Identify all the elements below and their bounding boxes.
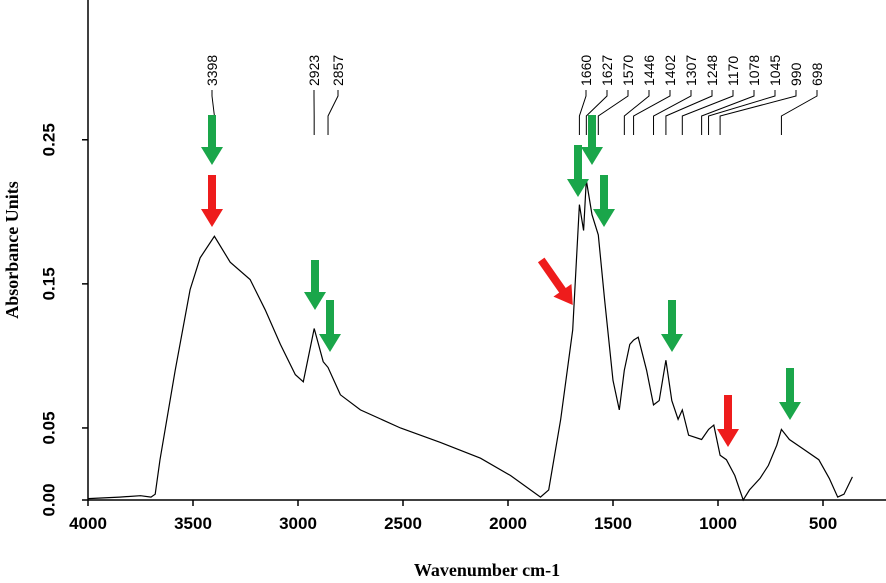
peak-label: 1570: [620, 55, 636, 86]
x-tick-label: 2500: [384, 514, 422, 533]
arrow: [593, 175, 615, 227]
x-tick-label: 3500: [174, 514, 212, 533]
x-tick-label: 4000: [69, 514, 107, 533]
peak-label: 1402: [662, 55, 678, 86]
arrow: [717, 395, 739, 447]
peak-label: 1078: [746, 55, 762, 86]
y-tick-label: 0.15: [39, 267, 58, 300]
peak-label: 3398: [204, 55, 220, 86]
arrow: [661, 300, 683, 352]
peak-leader: [578, 90, 587, 135]
peak-leader: [623, 90, 650, 135]
y-tick-label: 0.25: [39, 123, 58, 156]
peak-leader: [780, 90, 818, 135]
x-axis-label: Wavenumber cm-1: [414, 560, 560, 580]
arrow: [779, 368, 801, 420]
peak-leader: [701, 90, 755, 135]
x-tick-label: 3000: [279, 514, 317, 533]
arrow: [201, 115, 223, 165]
peak-label: 1248: [704, 55, 720, 86]
peak-label: 1307: [683, 55, 699, 86]
peak-leader: [708, 90, 776, 135]
peak-label: 990: [788, 62, 804, 86]
peak-label: 698: [809, 62, 825, 86]
peak-leader: [665, 90, 713, 135]
arrow: [319, 300, 341, 352]
arrow: [304, 260, 326, 310]
peak-label: 1446: [641, 55, 657, 86]
arrow: [537, 257, 573, 306]
x-tick-label: 1000: [699, 514, 737, 533]
y-tick-label: 0.05: [39, 411, 58, 444]
peak-label: 1045: [767, 55, 783, 86]
peak-label: 2857: [330, 55, 346, 86]
peak-leader: [585, 90, 608, 135]
peak-label: 1660: [578, 55, 594, 86]
arrow: [567, 145, 589, 197]
x-tick-label: 2000: [489, 514, 527, 533]
y-tick-label: 0.00: [39, 483, 58, 516]
peak-leader: [633, 90, 671, 135]
y-axis-label: Absorbance Units: [2, 181, 22, 319]
peak-leader: [681, 90, 734, 135]
peak-label: 2923: [306, 55, 322, 86]
spectrum-line: [87, 180, 853, 502]
arrow: [581, 115, 603, 165]
x-tick-label: 500: [809, 514, 837, 533]
peak-label: 1627: [599, 55, 615, 86]
peak-leader: [327, 90, 339, 135]
peak-leader: [719, 90, 797, 135]
peak-leader: [597, 90, 629, 135]
x-tick-label: 1500: [594, 514, 632, 533]
arrow: [201, 175, 223, 227]
peak-label: 1170: [725, 56, 741, 86]
peak-leader: [653, 90, 692, 135]
